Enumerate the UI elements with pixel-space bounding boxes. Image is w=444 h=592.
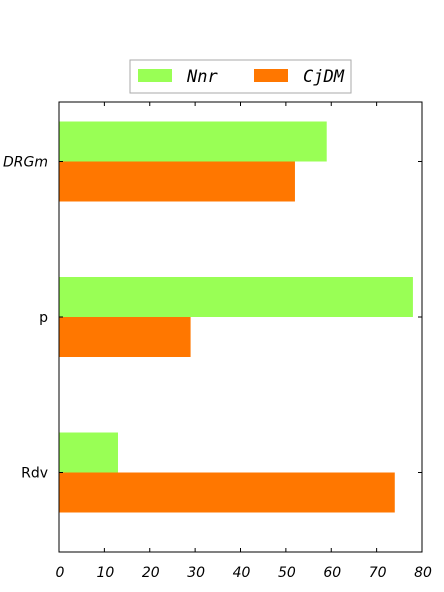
x-tick-label-4: 40 [233,565,251,581]
x-tick-label-3: 30 [187,565,205,581]
x-tick-label-1: 10 [96,565,114,581]
legend-label-series-0: Nnr [186,67,218,87]
bar-0-0 [59,121,327,162]
bars-layer [59,121,413,513]
x-tick-label-7: 70 [369,565,387,581]
bar-0-2 [59,432,118,473]
x-tick-label-0: 0 [56,565,65,581]
y-axis-labels: DRGm p Rdv [3,155,48,482]
x-tick-label-8: 80 [414,565,432,581]
x-tick-label-2: 20 [142,565,160,581]
x-tick-label-6: 60 [323,565,341,581]
legend-swatch-series-0 [138,69,172,82]
y-tick-label-0: DRGm [3,155,48,171]
legend: Nnr CjDM [129,59,352,94]
legend-label-series-1: CjDM [303,67,345,87]
ticks-layer [58,102,423,552]
y-tick-label-1: p [39,310,48,326]
bar-1-1 [59,317,191,357]
bar-0-1 [59,277,413,317]
bar-1-0 [59,161,295,202]
y-tick-label-2: Rdv [21,466,48,482]
legend-swatch-series-1 [254,69,288,82]
x-tick-label-5: 50 [278,565,296,581]
x-axis-labels: 0 10 20 30 40 50 60 70 80 [56,565,432,581]
bar-1-2 [59,472,395,513]
